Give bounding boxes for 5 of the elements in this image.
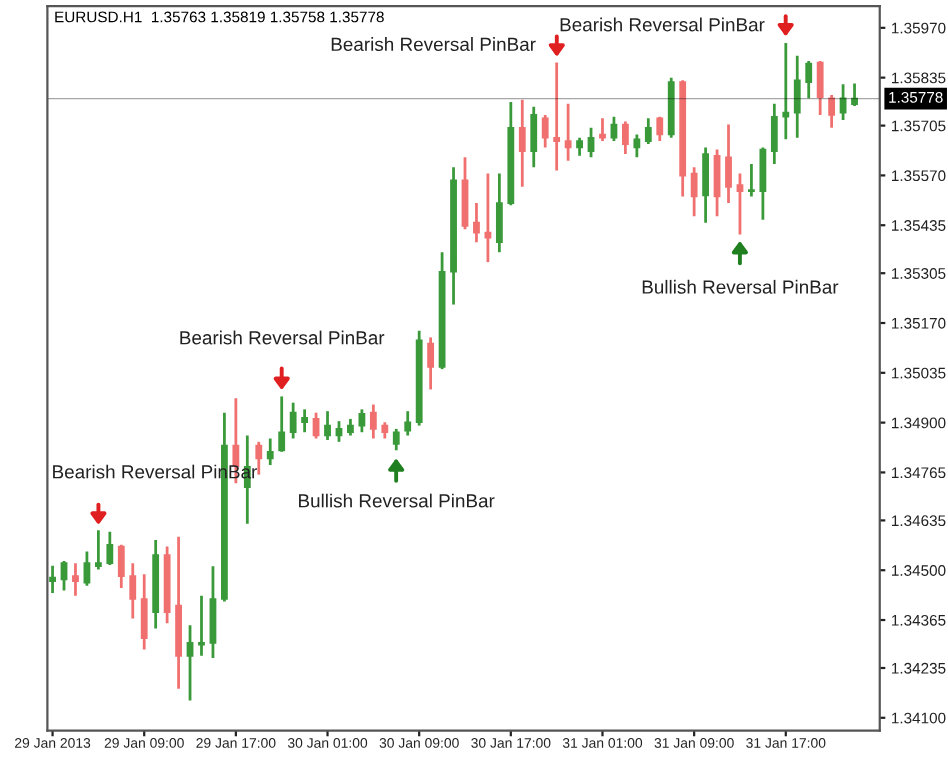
annotation: Bearish Reversal PinBar	[560, 17, 765, 32]
annotation: Bearish Reversal PinBar	[331, 37, 536, 51]
annotation: Bullish Reversal PinBar	[299, 493, 495, 508]
annotation: Bearish Reversal PinBar	[180, 330, 385, 345]
annotation: Bullish Reversal PinBar	[642, 279, 839, 294]
